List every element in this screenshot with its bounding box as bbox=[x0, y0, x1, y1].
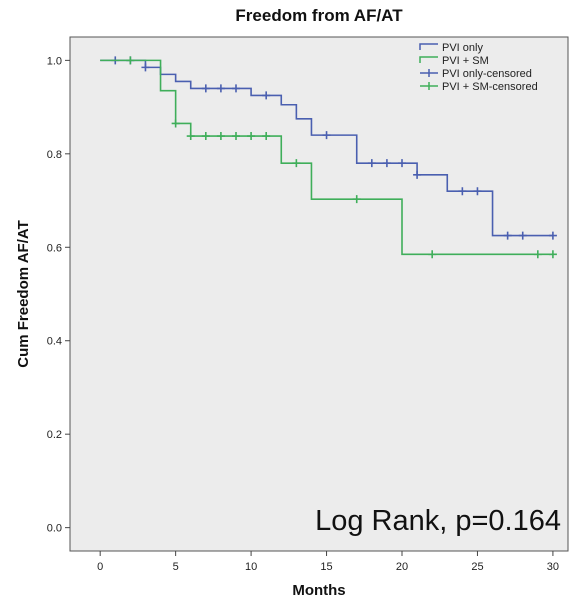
censor-mark bbox=[216, 132, 225, 141]
legend-item: PVI only bbox=[419, 42, 483, 54]
censor-mark bbox=[382, 159, 391, 168]
legend-label: PVI + SM bbox=[442, 55, 489, 67]
x-tick-label: 30 bbox=[547, 561, 559, 573]
censor-mark bbox=[262, 91, 271, 100]
plot-background bbox=[69, 36, 569, 552]
x-axis-label: Months bbox=[292, 582, 345, 599]
censor-mark bbox=[322, 131, 331, 140]
legend-item: PVI + SM bbox=[419, 55, 489, 67]
legend-label: PVI + SM-censored bbox=[442, 81, 538, 93]
y-tick-label: 1.0 bbox=[47, 55, 62, 67]
censor-mark bbox=[126, 56, 135, 65]
series-layer bbox=[100, 56, 557, 259]
censor-mark bbox=[398, 159, 406, 168]
x-tick-label: 5 bbox=[173, 561, 179, 573]
censor-mark bbox=[503, 231, 512, 240]
y-tick-label: 0.0 bbox=[47, 523, 62, 535]
x-tick-label: 15 bbox=[320, 561, 332, 573]
x-tick-label: 25 bbox=[471, 561, 483, 573]
censor-mark bbox=[548, 250, 557, 259]
censor-mark bbox=[518, 231, 527, 240]
censor-mark bbox=[186, 132, 195, 141]
y-tick-label: 0.8 bbox=[47, 149, 62, 161]
censor-mark bbox=[413, 170, 422, 179]
censor-mark bbox=[533, 250, 542, 259]
y-tick-label: 0.6 bbox=[47, 242, 62, 254]
censor-mark bbox=[292, 159, 301, 168]
series-line-0 bbox=[100, 59, 553, 237]
censor-mark bbox=[352, 195, 361, 204]
censor-mark bbox=[367, 159, 376, 168]
y-axis-ticks: 0.0 0.2 0.4 0.6 0.8 1.0 bbox=[47, 55, 70, 535]
legend-item: PVI only-censored bbox=[420, 68, 532, 80]
censor-mark bbox=[141, 63, 150, 72]
y-tick-label: 0.2 bbox=[47, 429, 62, 441]
x-tick-label: 20 bbox=[396, 561, 408, 573]
x-tick-label: 0 bbox=[97, 561, 103, 573]
censor-mark bbox=[247, 132, 256, 141]
chart-title: Freedom from AF/AT bbox=[235, 6, 403, 25]
legend-label: PVI only-censored bbox=[442, 68, 532, 80]
censor-mark bbox=[458, 187, 467, 196]
legend-swatch-step bbox=[419, 56, 438, 63]
legend-swatch-cross bbox=[420, 69, 438, 77]
legend-swatch-cross bbox=[420, 82, 438, 90]
x-axis-ticks: 0 5 10 15 20 25 30 bbox=[97, 551, 559, 573]
censor-mark bbox=[262, 132, 271, 141]
legend-item: PVI + SM-censored bbox=[420, 81, 538, 93]
censor-mark bbox=[473, 187, 482, 196]
censor-mark bbox=[201, 84, 210, 93]
y-axis-label: Cum Freedom AF/AT bbox=[15, 220, 32, 368]
censor-mark bbox=[216, 84, 225, 93]
legend-swatch-step bbox=[419, 43, 438, 50]
censor-mark bbox=[201, 132, 210, 141]
censor-mark bbox=[428, 250, 437, 259]
censor-mark bbox=[548, 231, 557, 240]
legend-label: PVI only bbox=[442, 42, 483, 54]
log-rank-annotation: Log Rank, p=0.164 bbox=[315, 505, 561, 537]
censor-mark bbox=[232, 132, 240, 141]
censor-mark bbox=[232, 84, 240, 93]
x-tick-label: 10 bbox=[245, 561, 257, 573]
censor-mark bbox=[171, 119, 180, 128]
y-tick-label: 0.4 bbox=[47, 336, 62, 348]
